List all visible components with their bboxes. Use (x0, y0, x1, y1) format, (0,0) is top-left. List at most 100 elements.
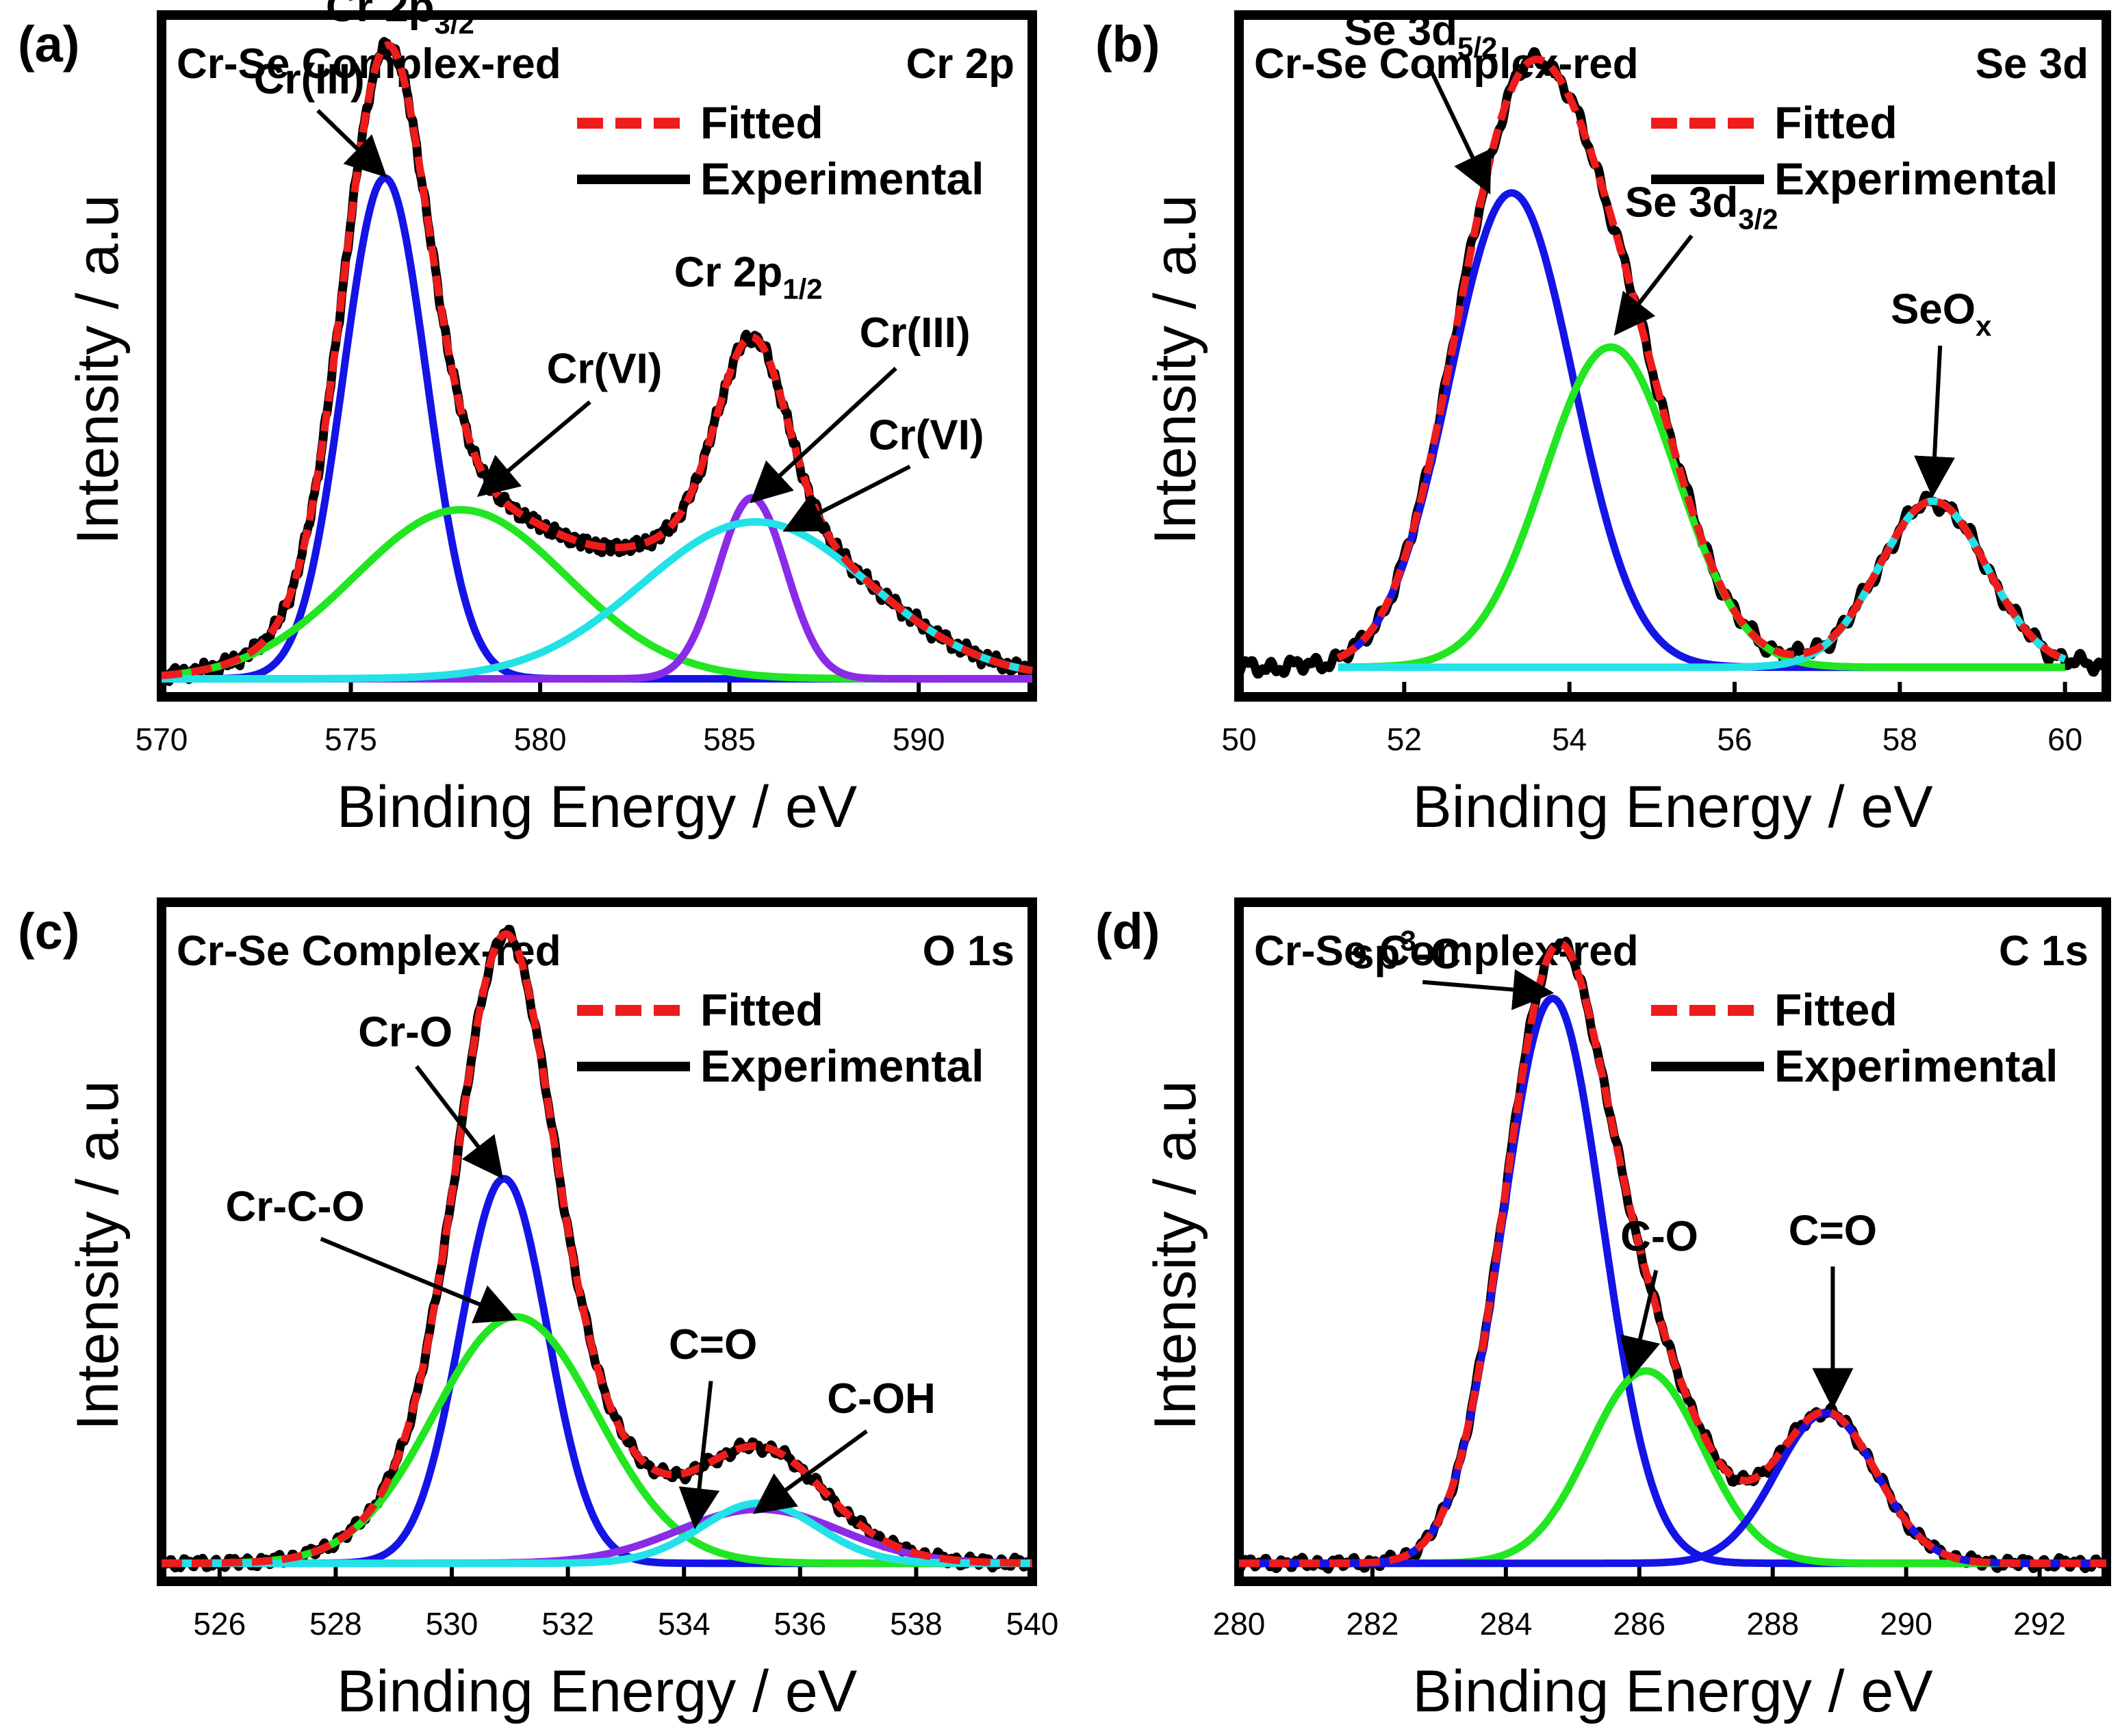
annotation-text-suffix: -C (1416, 931, 1461, 978)
annotation-arrow (782, 464, 911, 532)
x-axis-label: Binding Energy / eV (337, 774, 857, 840)
x-axis-label: Binding Energy / eV (337, 1659, 857, 1724)
fitted-series (1239, 940, 2106, 1568)
core-level-label: C 1s (1999, 928, 2089, 975)
annotation-arrow (1620, 1270, 1661, 1379)
legend-experimental-label: Experimental (1774, 1041, 2058, 1091)
x-tick-label: 570 (136, 722, 188, 757)
x-tick-label: 52 (1387, 722, 1422, 757)
x-tick-label: 526 (193, 1606, 246, 1642)
annotation-text: Se 3d (1625, 179, 1738, 226)
legend-fitted-label: Fitted (700, 97, 823, 148)
x-tick-label: 54 (1552, 722, 1587, 757)
annotation-subscript: 5/2 (1457, 31, 1497, 63)
annotation-arrow (1914, 345, 1955, 498)
x-tick-label: 528 (309, 1606, 362, 1642)
annotation-text: Cr-C-O (225, 1183, 364, 1230)
x-tick-label: 282 (1346, 1606, 1399, 1642)
x-tick-label: 536 (774, 1606, 826, 1642)
plot-frame (1234, 10, 2111, 702)
panel-c: (c) Cr-Se Complex-red O 1sFittedExperiment… (18, 897, 1059, 1724)
peak-annotation: C=O (669, 1321, 757, 1368)
annotation-text: Cr(VI) (869, 412, 984, 459)
annotation-text: C-O (1620, 1213, 1698, 1260)
x-tick-label: 585 (703, 722, 756, 757)
panel-d: (d) Cr-Se Complex-red C 1sFittedExperiment… (1095, 897, 2111, 1724)
annotation-arrow (320, 1236, 518, 1324)
peak-annotation: C=O (1789, 1207, 1877, 1254)
panel-label: (c) (18, 903, 79, 960)
x-tick-label: 292 (2013, 1606, 2066, 1642)
panel-label: (b) (1095, 16, 1160, 73)
component-se-3d5-2 (1336, 189, 2065, 672)
peak-annotation: Cr(VI) (869, 412, 984, 459)
x-tick-label: 60 (2047, 722, 2082, 757)
annotation-text: C=O (1789, 1207, 1877, 1254)
annotation-text: SeO (1891, 285, 1976, 333)
annotation-arrow (750, 366, 897, 504)
fitted-series (162, 930, 1032, 1568)
core-level-label: Se 3d (1976, 40, 2089, 88)
component-c-o (1239, 1409, 2106, 1568)
annotation-text: sp (1351, 931, 1400, 978)
legend-experimental-label: Experimental (700, 153, 984, 204)
x-tick-label: 530 (426, 1606, 478, 1642)
peak-annotation: SeOx (1891, 285, 1992, 342)
annotation-arrow (316, 109, 387, 178)
annotation-arrow (1427, 64, 1492, 194)
x-axis-label: Binding Energy / eV (1412, 774, 1932, 840)
x-tick-label: 50 (1221, 722, 1256, 757)
x-tick-label: 534 (658, 1606, 711, 1642)
y-axis-label: Intensity / a.u (65, 194, 131, 545)
annotation-arrow (415, 1064, 504, 1179)
experimental-series (1235, 47, 2110, 679)
core-level-label: Cr 2p (906, 40, 1014, 88)
plot-frame (1234, 897, 2111, 1586)
annotation-subscript: 1/2 (782, 273, 822, 305)
annotation-text: Se 3d (1344, 7, 1457, 54)
annotation-text: C-OH (827, 1375, 935, 1422)
annotation-arrow (1613, 234, 1694, 336)
plot-frame (157, 10, 1037, 702)
plot-frame (157, 897, 1037, 1586)
annotation-arrow (752, 1429, 868, 1514)
annotation-arrow (476, 400, 591, 498)
annotation-subscript: 3/2 (1738, 203, 1778, 235)
x-tick-label: 58 (1882, 722, 1917, 757)
legend-experimental-label: Experimental (700, 1041, 984, 1091)
x-tick-label: 280 (1213, 1606, 1266, 1642)
peak-annotation: Cr 2p1/2 (674, 249, 823, 305)
annotation-arrow (678, 1381, 720, 1530)
annotation-subscript: x (1976, 309, 1992, 342)
x-tick-label: 575 (324, 722, 377, 757)
x-tick-label: 538 (890, 1606, 943, 1642)
core-level-label: O 1s (923, 928, 1014, 975)
peak-annotation: C-OH (827, 1375, 935, 1422)
annotation-text: C=O (669, 1321, 757, 1368)
experimental-series (158, 924, 1036, 1573)
panel-label: (a) (18, 16, 79, 73)
peak-annotation: Cr-C-O (225, 1183, 364, 1230)
peak-annotation: Se 3d3/2 (1625, 179, 1778, 235)
annotation-text: Cr 2p (674, 249, 782, 296)
legend-fitted-label: Fitted (1774, 984, 1898, 1035)
x-tick-label: 288 (1746, 1606, 1799, 1642)
panel-a: (a) Cr-Se Complex-red Cr 2pFittedExperimen… (18, 0, 1037, 840)
legend-fitted-label: Fitted (1774, 97, 1898, 148)
peak-annotation: sp3-C (1351, 925, 1461, 978)
x-tick-label: 56 (1717, 722, 1752, 757)
y-axis-label: Intensity / a.u (65, 1080, 131, 1431)
annotation-text: Cr 2p (326, 0, 434, 31)
annotation-arrow (1422, 969, 1555, 1010)
sample-name: Cr-Se Complex-red (1254, 40, 1639, 88)
y-axis-label: Intensity / a.u (1142, 1080, 1208, 1431)
fitted-series (1336, 55, 2067, 663)
x-tick-label: 532 (541, 1606, 594, 1642)
x-tick-label: 290 (1880, 1606, 1932, 1642)
x-tick-label: 286 (1613, 1606, 1665, 1642)
x-tick-label: 580 (514, 722, 567, 757)
x-tick-label: 540 (1006, 1606, 1059, 1642)
x-tick-label: 284 (1479, 1606, 1532, 1642)
peak-annotation: Cr(VI) (547, 346, 663, 393)
